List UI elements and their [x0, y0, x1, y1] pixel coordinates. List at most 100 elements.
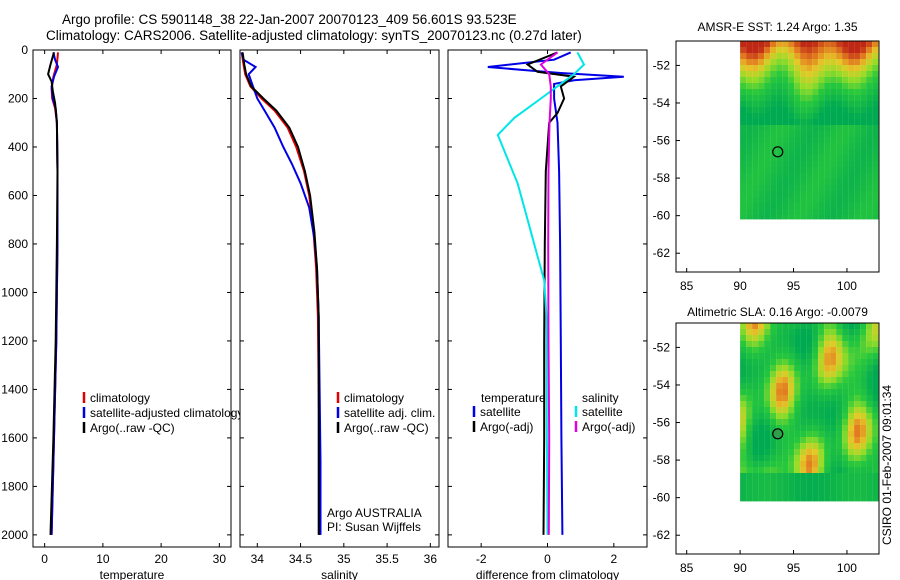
sst_map-cell: [866, 191, 873, 197]
sla_map-cell: [830, 455, 837, 461]
sst_map-cell: [776, 203, 783, 209]
sst_map-cell: [848, 77, 855, 83]
sst_map-cell: [782, 143, 789, 149]
sst_map-cell: [866, 167, 873, 173]
sst_map-cell: [830, 155, 837, 161]
sla_map-cell: [812, 323, 819, 329]
sst_map-cell: [848, 41, 855, 47]
sst_map-cell: [764, 137, 771, 143]
sla_map-cell: [806, 353, 813, 359]
sla_map-cell: [860, 335, 867, 341]
sla_map-cell: [866, 335, 873, 341]
sla_map-cell: [872, 425, 879, 431]
sst_map-cell: [824, 41, 831, 47]
sst_map-cell: [776, 65, 783, 71]
sla_map-cell: [770, 359, 777, 365]
sst_map-cell: [830, 143, 837, 149]
sla_map-cell: [812, 425, 819, 431]
sla_map-cell: [782, 359, 789, 365]
sst_map-cell: [788, 215, 795, 220]
sst_map-cell: [794, 47, 801, 53]
sla_map-cell: [830, 341, 837, 347]
sla_map-cell: [842, 347, 849, 353]
sst_map-cell: [836, 125, 843, 131]
sla_map-cell: [836, 383, 843, 389]
sst_map-cell: [764, 113, 771, 119]
sla_map-cell: [824, 491, 831, 497]
sst_map-cell: [794, 83, 801, 89]
sst_map-cell: [770, 83, 777, 89]
sla_map-cell: [836, 413, 843, 419]
sst_map-cell: [842, 53, 849, 59]
sla_map-cell: [782, 443, 789, 449]
sst_map-cell: [800, 107, 807, 113]
sla_map-cell: [866, 413, 873, 419]
sla_map-cell: [818, 383, 825, 389]
sst_map-cell: [818, 203, 825, 209]
sla_map-cell: [764, 407, 771, 413]
sst_map-cell: [752, 113, 759, 119]
sla_map-cell: [776, 335, 783, 341]
sla_map-cell: [740, 383, 747, 389]
sst_map-cell: [782, 119, 789, 125]
sla_map-cell: [746, 371, 753, 377]
sla_map-cell: [866, 437, 873, 443]
sla_map-cell: [854, 449, 861, 455]
sst_map-cell: [794, 209, 801, 215]
sst_map-cell: [824, 131, 831, 137]
sst_map-cell: [758, 125, 765, 131]
sst_map-cell: [866, 107, 873, 113]
sst_map-cell: [752, 209, 759, 215]
sst_map-cell: [872, 83, 879, 89]
sla_map-cell: [752, 383, 759, 389]
sst_map-cell: [824, 197, 831, 203]
sla_map-cell: [740, 485, 747, 491]
sla_map-cell: [752, 485, 759, 491]
sla_map-cell: [740, 437, 747, 443]
sst_map-cell: [800, 203, 807, 209]
sst_map-cell: [782, 113, 789, 119]
sla_map-cell: [770, 389, 777, 395]
salinity-xlabel: salinity: [321, 568, 358, 580]
sst_map-cell: [848, 131, 855, 137]
sla_map-cell: [740, 431, 747, 437]
sla_map-cell: [860, 467, 867, 473]
sst_map-ytick-label: -54: [653, 96, 671, 110]
sla_map-cell: [848, 371, 855, 377]
sla_map-cell: [794, 443, 801, 449]
sla_map-cell: [770, 335, 777, 341]
sst_map-cell: [752, 65, 759, 71]
sst_map-cell: [860, 95, 867, 101]
sst_map-cell: [818, 173, 825, 179]
sla_map-cell: [752, 335, 759, 341]
sla_map-cell: [836, 323, 843, 329]
sst_map-cell: [758, 167, 765, 173]
sst_map-cell: [764, 179, 771, 185]
sla_map-cell: [758, 455, 765, 461]
sst_map-cell: [740, 71, 747, 77]
sla_map-cell: [746, 449, 753, 455]
sla_map-cell: [764, 473, 771, 479]
sst_map-cell: [812, 167, 819, 173]
sst_map-cell: [812, 155, 819, 161]
sla_map-cell: [842, 473, 849, 479]
sla_map-cell: [746, 419, 753, 425]
sla_map-cell: [764, 359, 771, 365]
sst_map-cell: [770, 101, 777, 107]
sla_map-cell: [872, 413, 879, 419]
sla_map-cell: [776, 359, 783, 365]
sla_map-cell: [752, 449, 759, 455]
sla_map-cell: [872, 365, 879, 371]
sst_map-cell: [848, 209, 855, 215]
sla_map-cell: [770, 323, 777, 329]
sla_map-cell: [788, 383, 795, 389]
sla_map-cell: [812, 377, 819, 383]
sla_map-cell: [824, 413, 831, 419]
sst_map-cell: [836, 83, 843, 89]
sst_map-cell: [806, 119, 813, 125]
sla_map-cell: [782, 395, 789, 401]
sst_map-cell: [824, 95, 831, 101]
sla_map-cell: [758, 407, 765, 413]
sst_map-cell: [800, 65, 807, 71]
sst_map-cell: [746, 89, 753, 95]
